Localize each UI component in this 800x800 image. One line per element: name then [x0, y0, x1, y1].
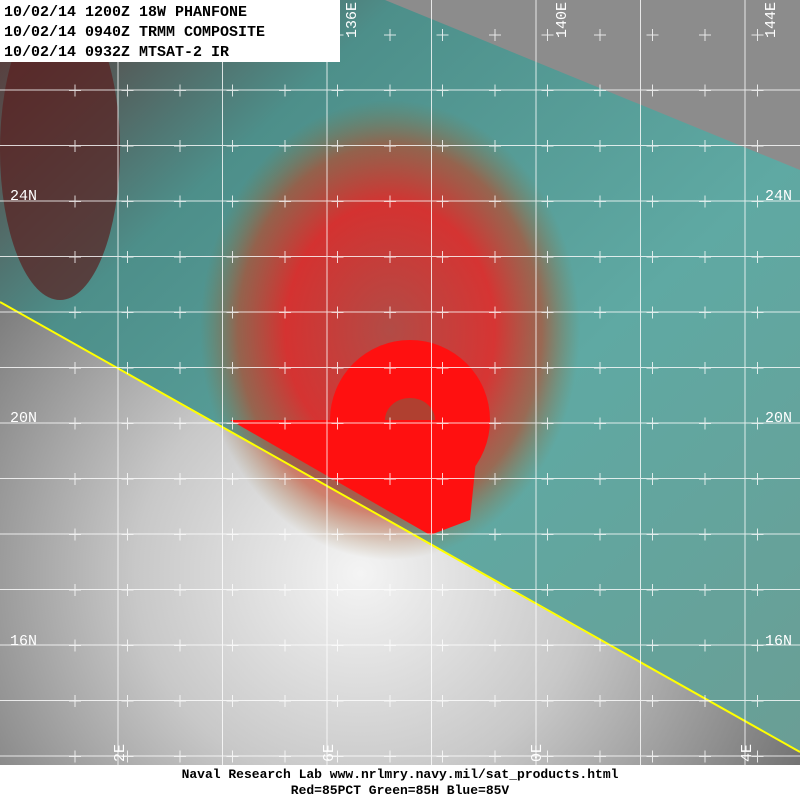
lon-label: 0E [529, 744, 546, 762]
lon-label: 140E [554, 2, 571, 38]
lat-label: 20N [10, 410, 37, 427]
footer-line: Red=85PCT Green=85H Blue=85V [291, 783, 510, 798]
lon-label: 4E [739, 744, 756, 762]
header-box [0, 0, 340, 62]
footer-box [0, 765, 800, 800]
lat-label: 24N [10, 188, 37, 205]
header-line: 10/02/14 0932Z MTSAT-2 IR [4, 44, 229, 61]
swath-edge [0, 301, 800, 753]
lon-label: 2E [112, 744, 129, 762]
lat-label: 20N [765, 410, 792, 427]
lon-label: 6E [321, 744, 338, 762]
footer-line: Naval Research Lab www.nrlmry.navy.mil/s… [182, 767, 619, 782]
lat-label: 24N [765, 188, 792, 205]
lat-label: 16N [10, 633, 37, 650]
dark-band [0, 0, 120, 300]
rain-core [230, 420, 480, 535]
lat-label: 16N [765, 633, 792, 650]
lon-label: 136E [344, 2, 361, 38]
lon-label: 144E [763, 2, 780, 38]
header-line: 10/02/14 1200Z 18W PHANFONE [4, 4, 247, 21]
header-line: 10/02/14 0940Z TRMM COMPOSITE [4, 24, 265, 41]
